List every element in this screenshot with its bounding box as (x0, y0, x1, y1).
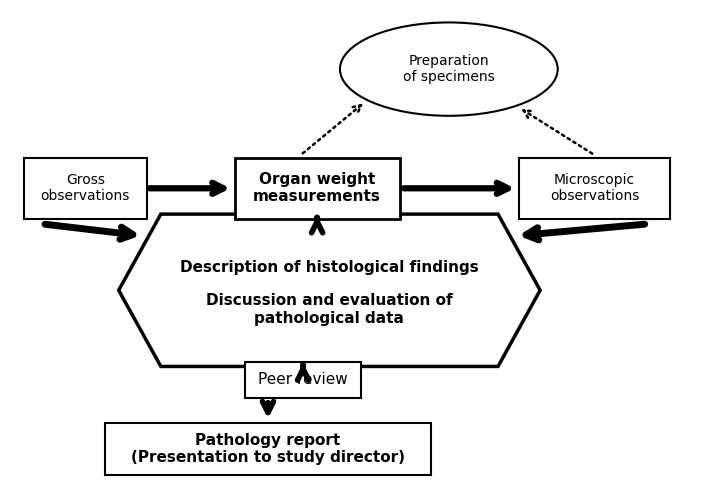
Text: Microscopic
observations: Microscopic observations (550, 173, 639, 203)
Text: Pathology report
(Presentation to study director): Pathology report (Presentation to study … (131, 432, 405, 465)
Text: Description of histological findings: Description of histological findings (180, 260, 479, 275)
Polygon shape (119, 214, 540, 366)
FancyBboxPatch shape (105, 423, 431, 475)
FancyBboxPatch shape (24, 158, 147, 219)
FancyBboxPatch shape (234, 158, 399, 219)
FancyBboxPatch shape (245, 361, 361, 399)
Text: Peer review: Peer review (258, 372, 348, 388)
Text: Gross
observations: Gross observations (40, 173, 130, 203)
Ellipse shape (340, 22, 558, 116)
Text: Preparation
of specimens: Preparation of specimens (403, 54, 495, 84)
Text: Organ weight
measurements: Organ weight measurements (253, 172, 381, 204)
Text: Discussion and evaluation of
pathological data: Discussion and evaluation of pathologica… (206, 293, 452, 326)
FancyBboxPatch shape (519, 158, 670, 219)
